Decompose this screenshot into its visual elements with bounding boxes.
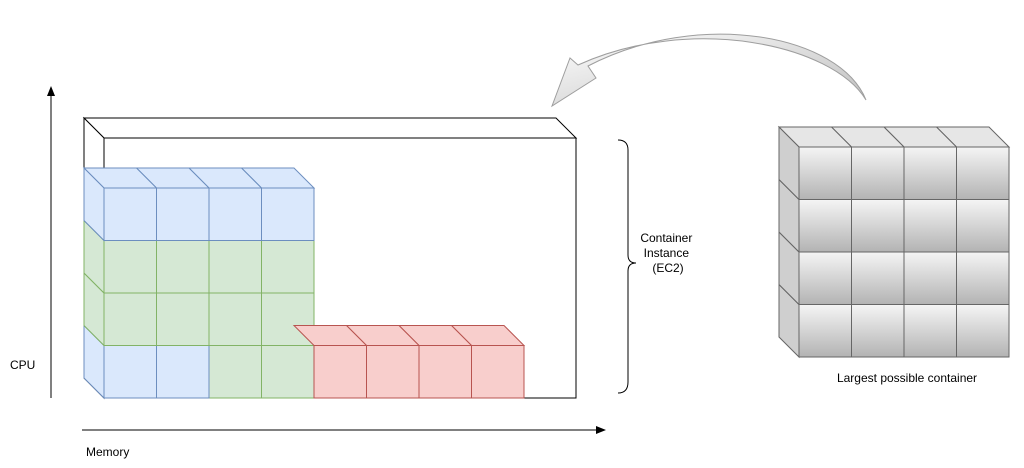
red-container-block: [345, 325, 421, 399]
gray-container-block: [851, 199, 905, 253]
largest-container-label: Largest possible container: [837, 371, 977, 385]
gray-container-block: [956, 251, 1010, 305]
memory-axis: [82, 426, 606, 434]
green-container-block: [83, 219, 157, 295]
cpu-axis-label: CPU: [10, 358, 35, 372]
blue-container-block: [240, 167, 316, 241]
gray-container-block: [903, 251, 957, 305]
green-container-block: [83, 271, 157, 347]
gray-container-block: [830, 126, 906, 200]
green-container-block: [208, 292, 262, 346]
gray-container-block: [851, 304, 905, 358]
container-stack: [82, 166, 316, 400]
blue-container-block: [82, 166, 158, 242]
gray-container-block: [903, 304, 957, 358]
curly-brace-icon: [617, 139, 637, 394]
green-container-block: [208, 345, 262, 399]
green-container-block: [156, 240, 210, 294]
gray-container-block: [956, 304, 1010, 358]
red-container-row: [292, 325, 526, 399]
red-container-block: [292, 325, 368, 399]
gray-container-block: [777, 125, 853, 201]
green-container-block: [261, 345, 315, 399]
gray-container-block: [882, 126, 958, 200]
green-container-block: [208, 240, 262, 294]
green-container-block: [261, 240, 315, 294]
blue-container-block: [135, 167, 211, 241]
gray-container-block: [778, 230, 852, 306]
gray-container-block: [935, 126, 1011, 200]
cpu-axis: [47, 86, 55, 398]
curved-arrow-icon: [551, 33, 867, 108]
memory-axis-label: Memory: [86, 445, 129, 459]
green-container-block: [156, 292, 210, 346]
container-instance-label: Container Instance (EC2): [640, 231, 695, 275]
gray-container-block: [851, 251, 905, 305]
red-container-block: [450, 325, 526, 399]
red-container-block: [397, 325, 473, 399]
gray-container-block: [903, 199, 957, 253]
gray-container-block: [778, 283, 852, 359]
gray-container-block: [778, 178, 852, 254]
gray-container-block: [956, 199, 1010, 253]
largest-container-block: [777, 125, 1011, 359]
blue-container-block: [187, 167, 263, 241]
blue-container-block: [156, 345, 210, 399]
